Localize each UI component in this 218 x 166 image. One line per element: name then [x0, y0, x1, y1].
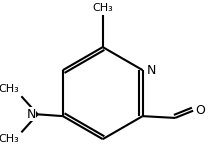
- Text: N: N: [147, 64, 157, 77]
- Text: N: N: [26, 108, 36, 121]
- Text: CH₃: CH₃: [0, 134, 20, 144]
- Text: O: O: [195, 104, 205, 117]
- Text: CH₃: CH₃: [0, 84, 20, 94]
- Text: CH₃: CH₃: [92, 3, 113, 13]
